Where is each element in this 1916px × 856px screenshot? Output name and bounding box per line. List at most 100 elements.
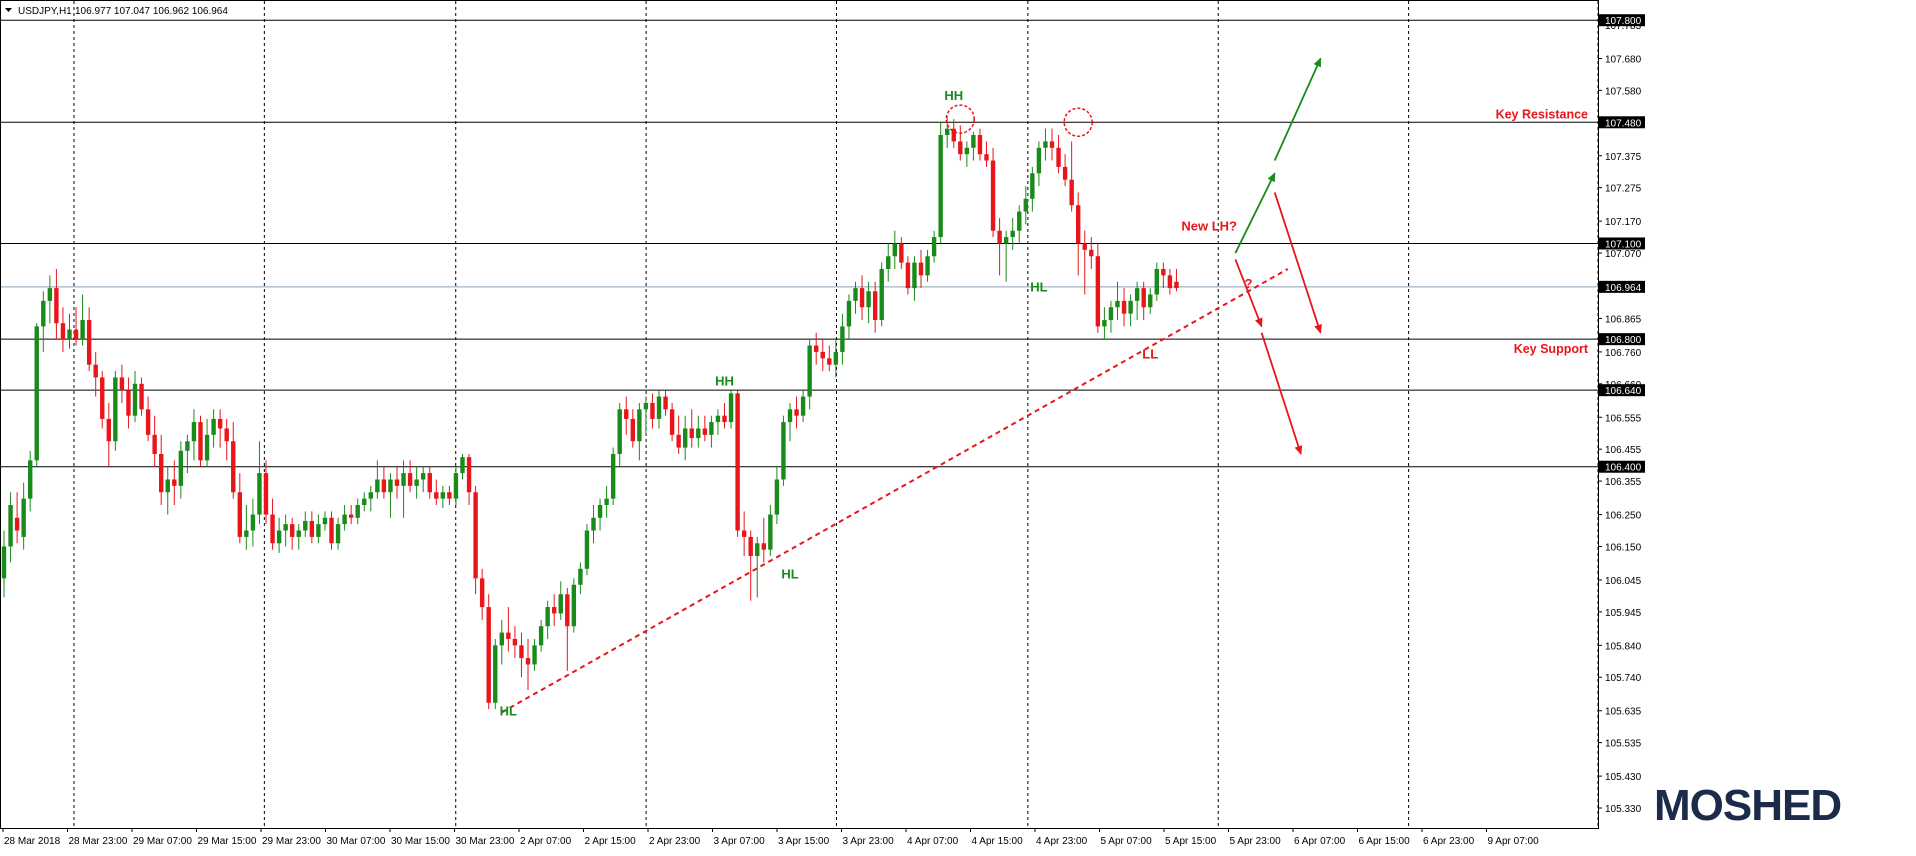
candle-body [355,505,360,518]
candle-body [145,409,151,435]
candles [1,115,1179,710]
ascending-trendline [501,268,1289,714]
bull-candle [591,505,596,544]
chart-border [0,0,1599,829]
bear-candle [159,434,164,506]
bull-candle [335,517,341,550]
bear-candle [473,485,478,595]
bull-candle [617,402,622,467]
candle-body [172,479,177,486]
bull-candle [1154,262,1159,301]
time-tick-label: 5 Apr 07:00 [1101,836,1153,847]
candle-body [853,288,858,301]
candle-body [263,473,269,515]
candle-body [951,128,956,142]
annotation-: ? [1245,276,1253,291]
current-price-tag-label: 106.964 [1605,283,1642,294]
peak-circle [945,104,976,134]
bear-candle [172,460,177,506]
bull-candle [656,390,662,429]
symbol-label: USDJPY,H1 [18,6,72,17]
bull-candle [584,524,590,576]
time-axis: 28 Mar 2018 28 Mar 23:00 29 Mar 07:00 29 Ma… [2,828,1539,847]
candle-body [578,568,583,585]
level-tag-bg [1599,237,1645,250]
bear-candle [217,409,223,448]
ohlc-values: 106.977 107.047 106.962 106.964 [75,6,228,17]
bull-candle [840,313,845,365]
bear-candle [1141,281,1146,321]
bull-candle [41,291,46,352]
bull-candle [768,505,773,557]
candle-body [460,457,465,474]
bear-candle [145,396,151,442]
time-tick-label: 2 Apr 15:00 [585,836,637,847]
candle-body [342,514,347,525]
candle-body [231,441,236,493]
bear-candle [486,594,491,710]
candle-body [800,396,806,416]
time-tick-label: 3 Apr 23:00 [843,836,895,847]
price-tick-label: 105.945 [1605,608,1642,619]
bear-candle [951,119,956,148]
candle-body [493,645,498,703]
level-price-tag: 106.640 [1599,384,1645,397]
triangle-down-icon[interactable] [5,8,12,12]
bull-candle [637,402,642,461]
bull-candle [774,466,780,525]
bull-candle [1134,281,1140,321]
candle-body [709,422,714,435]
time-tick-label: 5 Apr 15:00 [1165,836,1217,847]
time-tick-label: 28 Mar 23:00 [69,836,128,847]
candle-body [624,409,629,419]
key-level-label: Key Resistance [1496,107,1588,121]
bull-candle [80,294,85,346]
bull-candle [316,514,321,544]
candle-body [1141,288,1146,308]
candle-body [290,524,295,537]
bear-candle [1056,135,1061,174]
bear-candle [565,587,570,671]
bull-candle [421,466,426,493]
candle-body [519,645,524,659]
bull-candle [303,511,308,537]
candle-body [427,473,432,493]
price-tick-label: 106.865 [1605,314,1642,325]
candle-body [552,607,557,614]
bull-candle [165,466,170,515]
candle-body [643,402,649,410]
level-price-tag: 106.400 [1599,460,1645,474]
bear-candle [93,351,98,397]
level-tag-label: 106.800 [1605,335,1642,346]
bear-candle [630,409,635,448]
bull-candle [401,460,406,518]
bear-candle [872,281,878,333]
bull-candle [1036,141,1042,187]
candle-body [735,393,740,531]
bull-candle [728,390,734,429]
bull-candle [67,313,72,349]
bear-candle [348,505,354,525]
bull-candle [846,294,852,340]
bull-candle [283,514,288,547]
bull-candle [683,415,688,461]
candle-body [506,632,511,639]
bull-candle [715,409,721,435]
candle-body [1128,300,1133,314]
candle-body [879,268,884,321]
candle-body [1121,300,1127,314]
bear-candle [722,402,727,429]
time-tick-label: 29 Mar 15:00 [198,836,257,847]
price-tick-label: 107.680 [1605,54,1642,65]
bull-candle [925,249,930,282]
candle-body [21,498,26,537]
level-price-tag: 107.100 [1599,237,1645,250]
candle-body [178,450,184,486]
symbol-header[interactable]: USDJPY,H1 106.977 107.047 106.962 106.96… [5,6,228,17]
bull-candle [244,505,249,550]
candle-body [787,409,793,423]
bull-candle [1043,128,1048,161]
price-tick-label: 107.070 [1605,249,1642,260]
bull-candle [1017,205,1022,244]
